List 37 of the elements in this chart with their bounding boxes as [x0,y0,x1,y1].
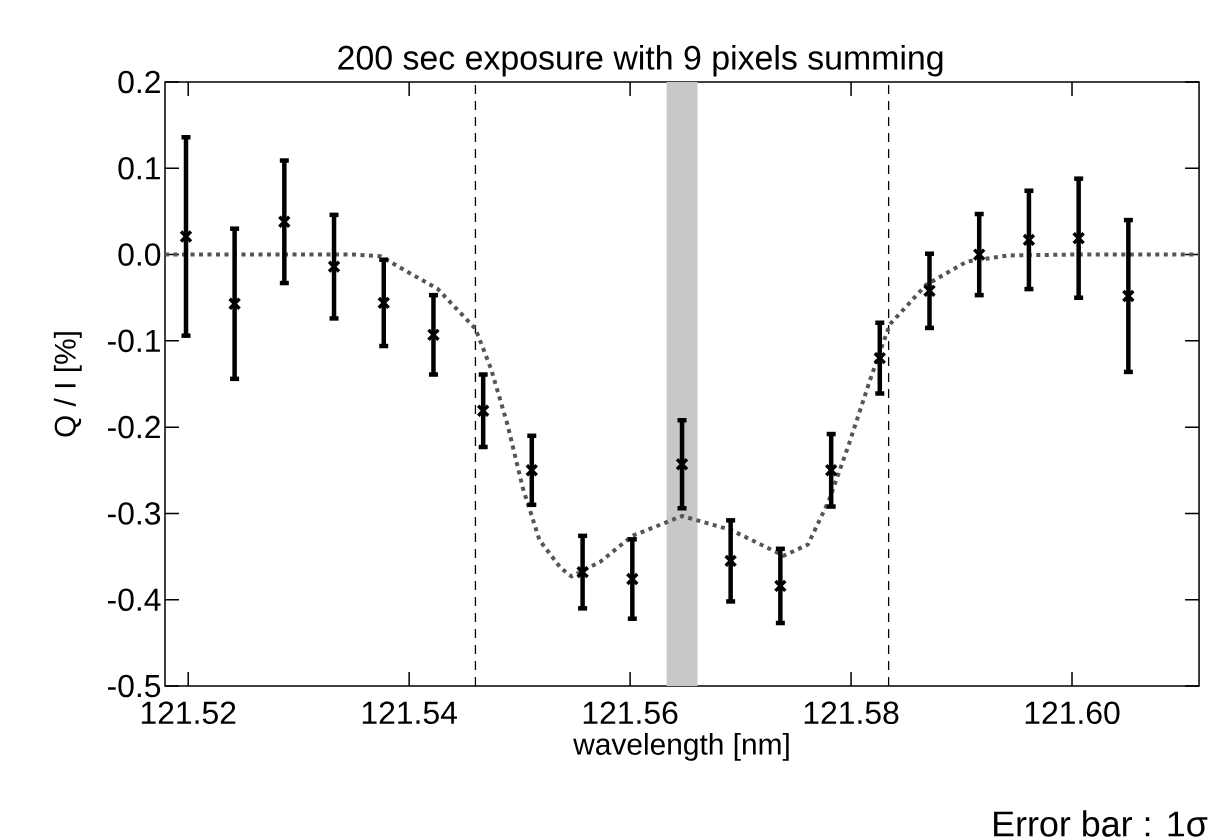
point [277,215,292,229]
x-tick-label: 121.52 [141,701,236,725]
point [476,404,490,418]
y-tick-label: 0.2 [118,70,160,94]
chart-title: 200 sec exposure with 9 pixels summing [338,44,943,77]
point [873,351,887,365]
y-tick-label: -0.3 [107,502,161,525]
y-tick-label: 0.0 [118,243,161,266]
y-tick-label: -0.5 [107,674,161,698]
point [1022,233,1036,247]
y-tick-label: -0.4 [107,588,161,612]
text: Error bar : 1σ [994,810,1208,837]
x-axis-title: wavelength [nm] [573,732,789,761]
point [824,463,838,478]
point [773,579,788,593]
y-tick-label: -0.1 [107,329,160,353]
point [426,328,441,342]
point [1121,289,1136,303]
y-tick-label: -0.2 [107,415,160,439]
point [525,463,539,478]
point [1071,231,1086,245]
point [575,565,590,579]
point [972,247,986,262]
y-tick-label: 0.1 [118,157,160,180]
point [377,296,391,310]
point [179,229,193,244]
x-tick-label: 121.58 [804,701,899,725]
x-tick-label: 121.54 [362,701,457,725]
x-tick-label: 121.56 [583,701,678,725]
point [327,259,341,274]
point [723,554,738,568]
point [625,572,640,586]
x-tick-label: 121.60 [1025,701,1120,725]
point [922,284,937,298]
point [675,457,689,471]
y-axis-title: Q / I [%] [53,332,82,437]
point [227,297,242,311]
